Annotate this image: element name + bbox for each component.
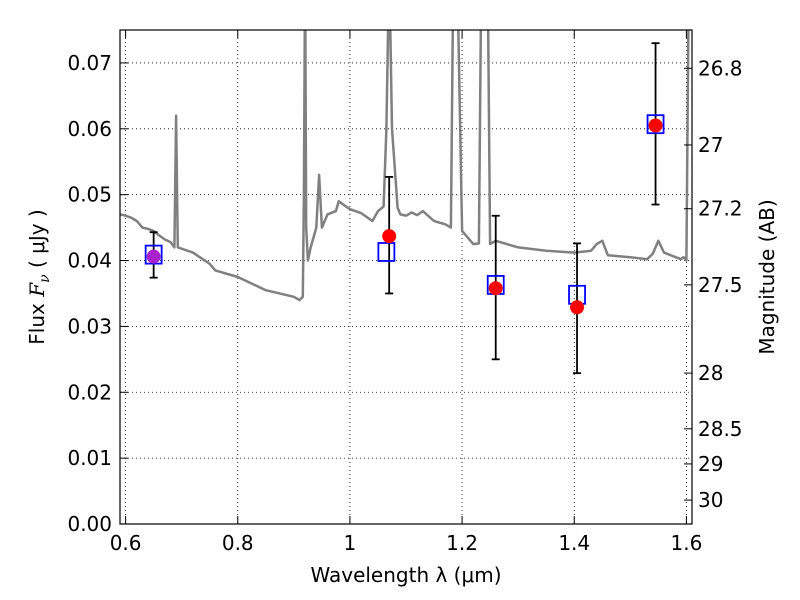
axes: 0.6 0.8 1 1.2 1.4 1.6 0.00 0.01 0.02 0.03 0.04 0.05… bbox=[67, 30, 743, 555]
observed-photometry-marker bbox=[488, 281, 503, 296]
y2-tick-label: 28 bbox=[698, 361, 723, 385]
model-photometry-marker bbox=[144, 244, 163, 265]
y-tick-label: 0.07 bbox=[67, 51, 112, 75]
x-tick-label: 1.2 bbox=[446, 531, 478, 555]
y-tick-label: 0.01 bbox=[67, 446, 112, 470]
observed-photometry-marker bbox=[570, 300, 585, 315]
model-photometry-marker bbox=[646, 114, 665, 135]
y-tick-label: 0.06 bbox=[67, 117, 112, 141]
y-tick-label: 0.02 bbox=[67, 380, 112, 404]
plot-area bbox=[120, 30, 690, 375]
y2-tick-label: 27.2 bbox=[698, 197, 743, 221]
y-tick-label: 0.05 bbox=[67, 183, 112, 207]
x-tick-label: 1 bbox=[344, 531, 357, 555]
y-tick-label: 0.04 bbox=[67, 249, 112, 273]
y-axis-label-prefix: Flux bbox=[25, 297, 49, 345]
y-axis-label-suffix: ( μJy ) bbox=[25, 209, 49, 274]
x-axis-label: Wavelength λ (μm) bbox=[310, 563, 501, 587]
model-photometry-marker bbox=[377, 242, 396, 262]
y-tick-label: 0.00 bbox=[67, 512, 112, 536]
plot-frame bbox=[119, 29, 693, 525]
y2-axis-label: Magnitude (AB) bbox=[755, 199, 779, 354]
observed-photometry-marker bbox=[648, 118, 663, 133]
observed-photometry-marker bbox=[146, 249, 161, 264]
x-tick-label: 1.6 bbox=[670, 531, 702, 555]
x-tick-label: 0.8 bbox=[222, 531, 254, 555]
y2-tick-label: 29 bbox=[698, 452, 723, 476]
y-tick-label: 0.03 bbox=[67, 314, 112, 338]
y-axis-label: Flux Fν ( μJy ) bbox=[25, 209, 53, 344]
y2-tick-label: 26.8 bbox=[698, 56, 743, 80]
y2-tick-label: 27.5 bbox=[698, 273, 743, 297]
model-spectrum-line bbox=[120, 30, 690, 302]
y2-tick-label: 30 bbox=[698, 488, 723, 512]
y-axis-label-symbol: F bbox=[25, 282, 49, 298]
observed-photometry-marker bbox=[382, 229, 397, 244]
y2-tick-label: 28.5 bbox=[698, 417, 743, 441]
y-axis-label-subscript: ν bbox=[37, 274, 53, 283]
y2-tick-label: 27 bbox=[698, 133, 723, 157]
x-tick-label: 1.4 bbox=[558, 531, 590, 555]
x-tick-label: 0.6 bbox=[110, 531, 142, 555]
grid-lines bbox=[120, 30, 692, 524]
